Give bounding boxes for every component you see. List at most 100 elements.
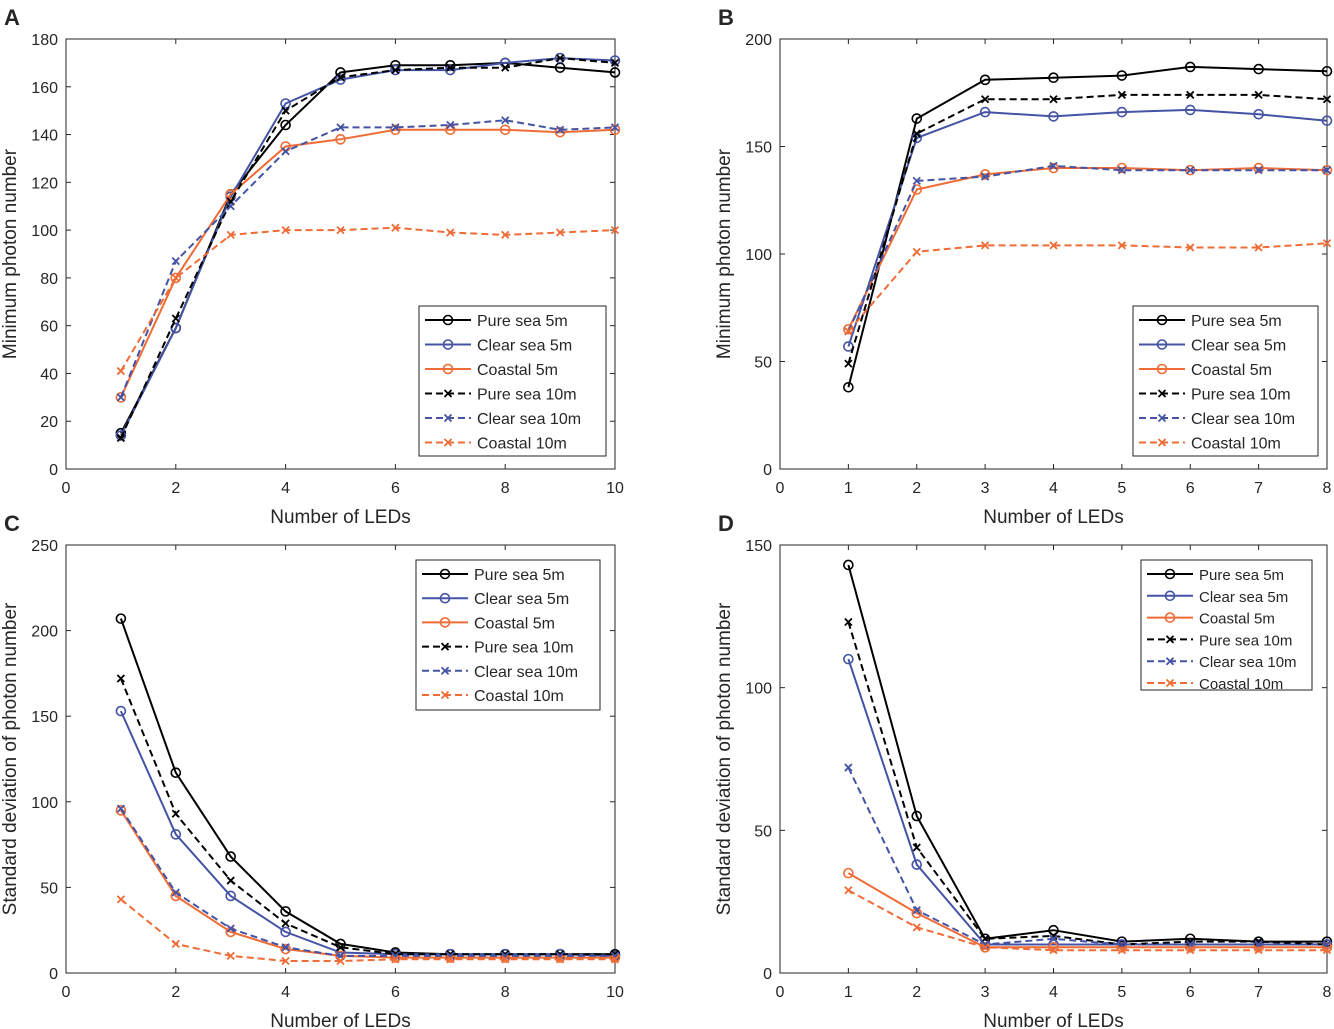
data-point <box>979 169 991 180</box>
x-tick-label: 8 <box>1323 480 1332 497</box>
data-point <box>116 804 126 813</box>
data-point <box>554 126 566 138</box>
data-point <box>280 943 291 955</box>
series-line <box>847 889 1327 952</box>
legend-marker <box>443 438 453 447</box>
data-point <box>1253 108 1264 120</box>
data-point <box>499 124 511 136</box>
legend-label: Clear sea 10m <box>1199 654 1297 671</box>
series-line <box>119 128 616 398</box>
y-tick-label: 20 <box>40 414 58 431</box>
x-axis-label: Number of LEDs <box>270 1011 410 1029</box>
legend-entry-clear-sea-5m: Clear sea 5m <box>425 338 572 355</box>
y-tick-label: 150 <box>31 709 58 726</box>
legend-marker <box>439 617 451 628</box>
series-coastal-10m <box>844 886 1332 955</box>
data-point <box>446 955 455 964</box>
legend-marker <box>443 389 453 398</box>
data-point <box>1049 934 1058 943</box>
x-tick-label: 4 <box>1049 984 1058 1001</box>
series-clear-sea-5m <box>115 52 621 441</box>
x-tick-label: 1 <box>844 480 853 497</box>
y-axis-label: Standard deviation of photon number <box>714 602 735 915</box>
series-pure-sea-5m <box>843 61 1333 393</box>
data-point <box>912 923 921 932</box>
data-point <box>911 810 923 822</box>
y-tick-label: 0 <box>49 966 58 983</box>
legend-entry-coastal-10m: Coastal 10m <box>1139 436 1281 453</box>
x-tick-label: 8 <box>501 480 510 497</box>
data-point <box>1116 936 1128 947</box>
legend-marker <box>442 339 454 350</box>
data-point <box>843 381 854 393</box>
series-line <box>119 119 616 398</box>
series-line <box>119 678 615 956</box>
data-point <box>1254 243 1263 252</box>
data-point <box>1116 106 1128 118</box>
data-point <box>116 895 126 904</box>
data-point <box>1186 243 1195 252</box>
series-line <box>120 226 616 372</box>
y-axis-label: Standard deviation of photon number <box>0 602 21 915</box>
legend-label: Coastal 5m <box>474 615 555 632</box>
legend: Pure sea 5m Clear sea 5m Coastal 5m Pure se… <box>1140 559 1313 693</box>
data-point <box>226 924 235 933</box>
data-point <box>171 939 180 949</box>
data-point <box>501 63 510 72</box>
series-line <box>120 809 615 959</box>
legend-entry-clear-sea-5m: Clear sea 5m <box>1139 338 1286 355</box>
legend-entry-clear-sea-10m: Clear sea 10m <box>422 664 578 681</box>
legend-label: Coastal 10m <box>477 436 567 453</box>
panel-label: C <box>4 511 20 536</box>
panel-b: B 0 1 2 3 4 5 6 7 8 0 50 100 150 200 Number of LEDs Mini… <box>714 5 1333 528</box>
data-point <box>1322 946 1332 955</box>
legend-marker <box>1157 438 1167 447</box>
data-point <box>281 147 290 156</box>
series-pure-sea-10m <box>116 674 620 959</box>
series-line <box>120 57 616 437</box>
x-tick-label: 3 <box>981 480 990 497</box>
data-point <box>1322 166 1332 175</box>
data-point <box>912 176 921 186</box>
data-point <box>1048 72 1059 83</box>
data-point <box>1186 946 1195 955</box>
legend-entry-coastal-5m: Coastal 5m <box>1147 611 1275 628</box>
data-point <box>844 617 853 627</box>
data-point <box>1048 111 1059 122</box>
series-coastal-10m <box>844 239 1332 336</box>
legend-marker <box>1165 678 1175 688</box>
legend-label: Clear sea 10m <box>474 664 578 681</box>
x-tick-label: 6 <box>1186 480 1195 497</box>
data-point <box>979 106 991 118</box>
legend-entry-clear-sea-10m: Clear sea 10m <box>1139 411 1295 428</box>
data-point <box>1322 95 1332 104</box>
x-tick-label: 0 <box>62 984 71 1001</box>
x-axis-label: Number of LEDs <box>983 1011 1123 1029</box>
y-tick-label: 50 <box>754 823 772 840</box>
data-point <box>336 943 345 952</box>
x-tick-label: 0 <box>776 480 785 497</box>
legend: Pure sea 5m Clear sea 5m Coastal 5m Pure se… <box>415 559 601 711</box>
series-line <box>847 164 1327 332</box>
x-tick-label: 2 <box>912 984 921 1001</box>
data-point <box>391 223 400 232</box>
x-tick-label: 2 <box>912 480 921 497</box>
data-point <box>335 74 346 85</box>
x-tick-label: 4 <box>281 984 290 1001</box>
series-line <box>120 898 615 962</box>
legend-entry-pure-sea-10m: Pure sea 10m <box>425 387 577 404</box>
legend-marker <box>439 568 451 580</box>
data-point <box>1321 65 1333 77</box>
data-point <box>843 323 854 335</box>
data-point <box>226 876 235 885</box>
data-point <box>170 322 182 334</box>
data-point <box>1184 61 1196 73</box>
x-tick-label: 0 <box>62 480 71 497</box>
legend-label: Clear sea 5m <box>474 591 569 608</box>
data-point <box>555 125 565 134</box>
y-tick-label: 50 <box>40 880 58 897</box>
data-point <box>980 172 990 181</box>
data-point <box>115 430 127 441</box>
x-tick-label: 4 <box>1049 480 1058 497</box>
